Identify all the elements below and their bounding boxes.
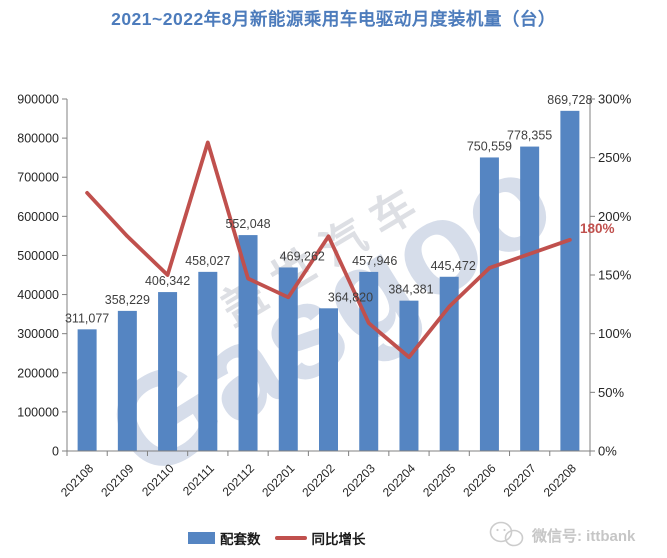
wechat-id-text: 微信号: ittbank bbox=[532, 527, 636, 545]
bar-202112 bbox=[238, 235, 258, 451]
bar-value-label-202207: 778,355 bbox=[507, 129, 552, 143]
bar-202108 bbox=[77, 329, 97, 451]
right-tick-label: 50% bbox=[598, 385, 624, 400]
bar-202109 bbox=[117, 310, 137, 451]
bar-value-label-202111: 458,027 bbox=[185, 254, 230, 268]
bar-202202 bbox=[319, 308, 338, 451]
x-axis-label-202201: 202201 bbox=[259, 461, 297, 499]
left-tick-label: 100000 bbox=[17, 405, 59, 419]
bar-value-label-202112: 552,048 bbox=[225, 217, 270, 231]
bar-202206 bbox=[479, 157, 499, 451]
bar-value-label-202205: 445,472 bbox=[431, 259, 476, 273]
x-axis-label-202110: 202110 bbox=[139, 461, 177, 499]
bar-value-label-202206: 750,559 bbox=[467, 139, 512, 153]
left-tick-label: 800000 bbox=[17, 132, 59, 146]
right-tick-label: 150% bbox=[598, 268, 632, 283]
right-tick-label: 300% bbox=[598, 92, 632, 107]
bar-value-label-202201: 469,262 bbox=[280, 249, 325, 263]
bar-202111 bbox=[198, 271, 218, 451]
line-end-annotation: 180% bbox=[580, 221, 615, 236]
bar-value-label-202110: 406,342 bbox=[145, 274, 190, 288]
line-series-swatch-icon bbox=[274, 536, 307, 540]
left-tick-label: 500000 bbox=[17, 249, 59, 263]
left-tick-label: 900000 bbox=[17, 93, 59, 107]
bar-value-label-202108: 311,077 bbox=[65, 311, 109, 325]
left-tick-label: 600000 bbox=[17, 210, 59, 224]
legend-label-line: 同比增长 bbox=[311, 532, 366, 547]
left-tick-label: 0 bbox=[52, 445, 59, 459]
x-axis-label-202108: 202108 bbox=[58, 461, 96, 499]
x-axis-label-202203: 202203 bbox=[340, 461, 378, 499]
chart-title: 2021~2022年8月新能源乘用车电驱动月度装机量（台） bbox=[111, 9, 556, 29]
bar-202205 bbox=[439, 276, 459, 451]
left-tick-label: 700000 bbox=[17, 171, 59, 185]
bar-202208 bbox=[560, 110, 580, 451]
legend-item-line-series: 同比增长 bbox=[274, 528, 366, 548]
chart-legend: 配套数 同比增长 bbox=[0, 528, 667, 552]
right-tick-label: 250% bbox=[598, 150, 632, 165]
bar-202110 bbox=[158, 292, 178, 451]
x-axis-label-202112: 202112 bbox=[220, 461, 258, 499]
wechat-icon bbox=[489, 521, 524, 547]
bar-series-swatch-icon bbox=[188, 532, 215, 544]
x-axis-label-202207: 202207 bbox=[501, 461, 539, 499]
right-tick-label: 100% bbox=[598, 326, 632, 341]
wechat-watermark: 微信号: ittbank bbox=[488, 518, 663, 552]
right-tick-label: 200% bbox=[598, 209, 632, 224]
right-tick-label: 0% bbox=[598, 444, 617, 459]
bar-202201 bbox=[278, 267, 298, 451]
x-axis-label-202208: 202208 bbox=[541, 461, 579, 499]
bar-202204 bbox=[399, 300, 419, 451]
left-tick-label: 200000 bbox=[17, 366, 59, 380]
legend-label-bar: 配套数 bbox=[220, 532, 261, 547]
bar-value-label-202208: 869,728 bbox=[547, 93, 592, 107]
bar-value-label-202203: 457,946 bbox=[352, 254, 397, 268]
x-axis-label-202109: 202109 bbox=[98, 461, 136, 499]
x-axis-label-202205: 202205 bbox=[420, 461, 458, 499]
left-tick-label: 400000 bbox=[17, 288, 59, 302]
legend-item-bar-series: 配套数 bbox=[188, 528, 261, 548]
bar-value-label-202204: 384,381 bbox=[388, 283, 433, 297]
x-axis-label-202111: 202111 bbox=[180, 461, 217, 498]
x-axis-label-202206: 202206 bbox=[460, 461, 498, 499]
x-axis-label-202204: 202204 bbox=[380, 461, 418, 499]
left-tick-label: 300000 bbox=[17, 327, 59, 341]
bar-202207 bbox=[520, 146, 540, 451]
bar-value-label-202109: 358,229 bbox=[105, 293, 150, 307]
bar-value-label-202202: 364,820 bbox=[328, 290, 373, 304]
yoy-growth-line bbox=[85, 140, 572, 360]
x-axis-label-202202: 202202 bbox=[299, 461, 337, 499]
